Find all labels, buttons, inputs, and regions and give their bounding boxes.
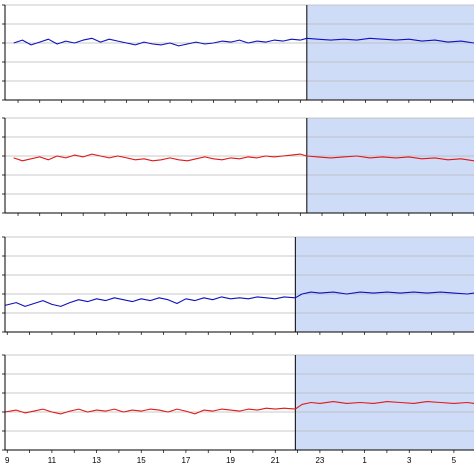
x-tick-label-11: 11 — [48, 456, 57, 465]
x-tick-label-3: 3 — [407, 456, 412, 465]
x-tick-label-5: 5 — [452, 456, 457, 465]
x-tick-label-15: 15 — [137, 456, 146, 465]
x-tick-label-21: 21 — [271, 456, 280, 465]
series-line-4 — [4, 401, 474, 415]
x-tick-label-13: 13 — [92, 456, 101, 465]
series-line-3 — [4, 291, 474, 307]
shaded-region-2 — [306, 118, 474, 213]
shaded-region-1 — [306, 5, 474, 100]
x-tick-label-1: 1 — [362, 456, 367, 465]
x-tick-label-9: 9 — [5, 456, 10, 465]
x-tick-label-19: 19 — [226, 456, 235, 465]
series-line-1 — [13, 37, 474, 47]
x-tick-label-23: 23 — [315, 456, 324, 465]
x-tick-label-17: 17 — [181, 456, 190, 465]
series-line-2 — [13, 153, 474, 162]
shaded-region-3 — [295, 237, 474, 332]
